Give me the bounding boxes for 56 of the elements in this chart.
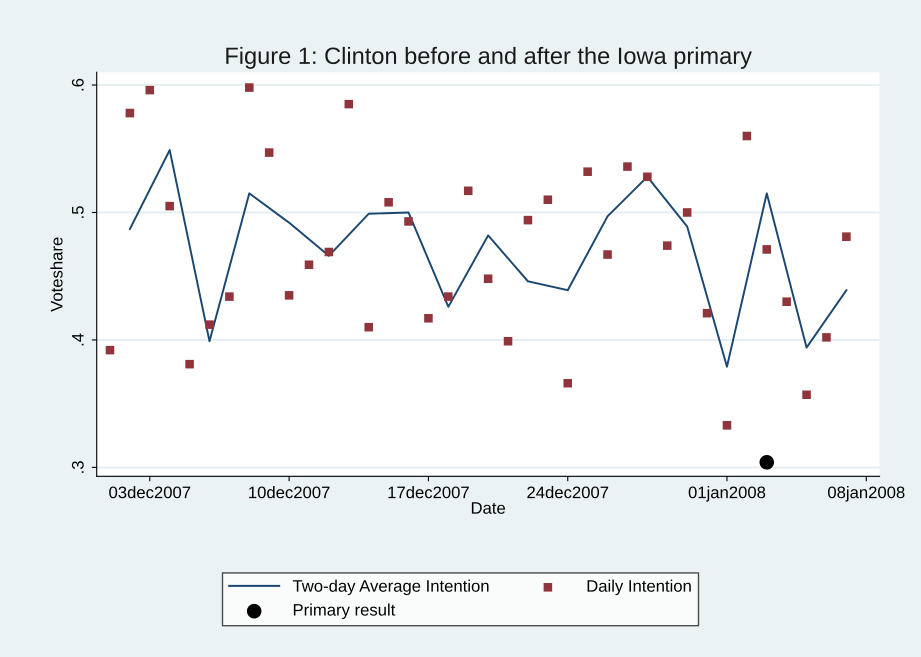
point [264, 148, 274, 157]
point [762, 245, 772, 254]
x-tick-label: 10dec2007 [249, 486, 330, 498]
x-tick-label: 24dec2007 [527, 486, 608, 498]
point [245, 83, 254, 92]
point [643, 172, 652, 182]
point [563, 378, 572, 388]
point [524, 216, 532, 224]
point [225, 292, 234, 301]
point [185, 360, 194, 368]
point [842, 232, 851, 241]
point [464, 186, 473, 196]
x-axis-title: Date [472, 502, 505, 514]
point [484, 274, 492, 284]
point [682, 208, 692, 217]
point [583, 167, 592, 176]
point [205, 320, 214, 329]
y-tick-label: .3 [72, 461, 84, 473]
point [822, 333, 831, 342]
point [404, 217, 413, 226]
point [802, 390, 811, 400]
point [702, 308, 712, 318]
point [364, 322, 373, 332]
point [384, 198, 393, 207]
point [759, 455, 774, 470]
point [146, 86, 154, 94]
point [304, 260, 314, 270]
point [126, 108, 134, 118]
point [722, 421, 732, 430]
point [544, 195, 552, 204]
y-tick-label: .6 [72, 78, 84, 90]
point [504, 336, 512, 346]
point [324, 248, 334, 256]
y-tick-label: .5 [72, 206, 84, 218]
point [344, 100, 354, 108]
point [603, 250, 612, 259]
x-tick-label: 01jan2008 [688, 486, 766, 502]
point [424, 314, 433, 323]
y-tick-label: .4 [72, 333, 84, 346]
point [284, 291, 294, 300]
point [106, 346, 114, 354]
x-tick-label: 03dec2007 [109, 486, 190, 498]
point [165, 202, 174, 210]
legend-label: Primary result [294, 603, 396, 620]
point [662, 241, 672, 250]
point [444, 292, 453, 301]
line-series [128, 149, 848, 368]
legend-label: Two-day Average Intention [292, 580, 488, 596]
legend-label: Daily Intention [588, 580, 691, 596]
point [742, 132, 752, 140]
x-tick-label: 17dec2007 [388, 486, 469, 498]
point [782, 297, 791, 306]
chart-title: Figure 1: Clinton before and after the Iowa primary [226, 46, 752, 69]
point [623, 162, 632, 171]
x-tick-label: 08jan2008 [828, 486, 904, 502]
y-axis-title: Voteshare [50, 238, 63, 312]
